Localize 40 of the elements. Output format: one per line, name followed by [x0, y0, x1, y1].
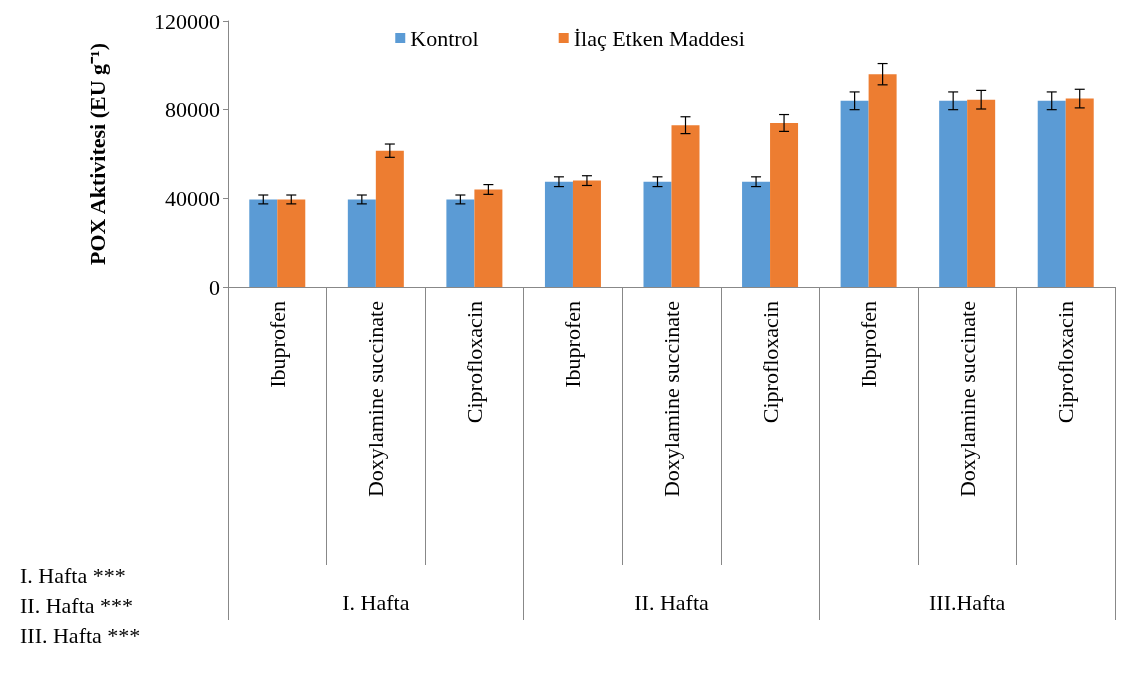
- y-tick-label: 80000: [165, 97, 220, 123]
- text: II. Hafta ***: [20, 592, 134, 618]
- text: III.Hafta: [928, 589, 1006, 615]
- bar: [375, 150, 404, 287]
- bar: [1037, 100, 1066, 287]
- bar: [544, 181, 573, 287]
- x-tick-label: Doxylamine succinate: [954, 301, 980, 498]
- x-tick-label: Ciprofloxacin: [461, 301, 487, 424]
- y-tick-label: 40000: [165, 185, 220, 211]
- bar: [277, 199, 306, 287]
- bar: [249, 199, 278, 287]
- legend-label: İlaç Etken Maddesi: [573, 25, 745, 51]
- bar: [967, 99, 996, 287]
- bar: [939, 100, 968, 287]
- bar: [840, 100, 869, 287]
- bar: [742, 181, 771, 287]
- x-tick-label: Ibuprofen: [856, 301, 882, 388]
- bar: [347, 199, 376, 287]
- legend-label: Kontrol: [410, 25, 479, 51]
- x-tick-label: Ciprofloxacin: [1053, 301, 1079, 424]
- y-tick-label: 0: [209, 274, 220, 300]
- bar: [446, 199, 475, 287]
- bar: [770, 122, 799, 287]
- text: I. Hafta ***: [20, 562, 126, 588]
- x-tick-label: Doxylamine succinate: [363, 301, 389, 498]
- bar: [643, 181, 672, 287]
- x-tick-label: Ibuprofen: [560, 301, 586, 388]
- y-tick-label: 120000: [154, 8, 220, 34]
- text: II. Hafta: [634, 589, 709, 615]
- x-tick-label: Doxylamine succinate: [659, 301, 684, 498]
- text: III. Hafta ***: [20, 622, 141, 648]
- bar: [671, 125, 700, 287]
- bar: [572, 180, 601, 287]
- x-tick-label: Ciprofloxacin: [757, 301, 783, 424]
- text: I. Hafta: [342, 589, 410, 615]
- y-axis-title: POX Aktivitesi (EU g⁻¹): [84, 43, 110, 265]
- bar: [1065, 98, 1094, 287]
- bar: [474, 189, 503, 287]
- bar: [868, 74, 897, 287]
- x-tick-label: Ibuprofen: [264, 301, 290, 388]
